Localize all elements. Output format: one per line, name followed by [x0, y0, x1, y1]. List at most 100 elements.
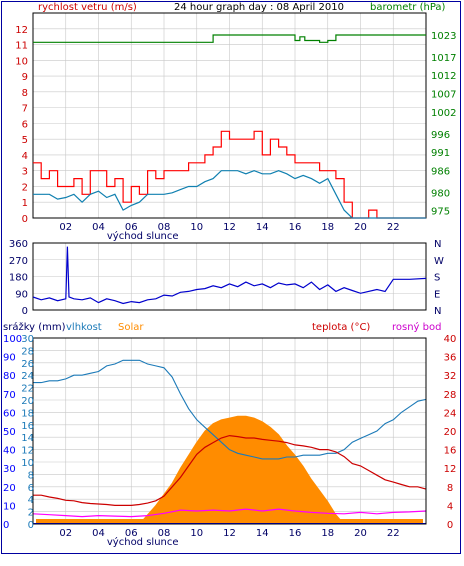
humidity-tick-label: 16 — [21, 421, 34, 432]
temp-x-tick-label: 20 — [354, 528, 367, 539]
humidity-tick-label: 10 — [21, 458, 34, 469]
humidity-tick-label: 22 — [21, 384, 34, 395]
barometer-tick-label: 1017 — [431, 53, 456, 64]
humidity-tick-label: 24 — [21, 371, 34, 382]
barometer-tick-label: 996 — [431, 130, 450, 141]
rain-tick-label: 70 — [3, 390, 16, 401]
temp-panel-x-labels: 02 04 06 08 10 12 14 16 18 20 22 východ slunce — [59, 528, 399, 548]
humidity-tick-label: 2 — [28, 508, 34, 519]
wind-tick-label: 11 — [15, 41, 28, 52]
humidity-tick-label: 12 — [21, 446, 34, 457]
rain-legend: srážky (mm) — [3, 321, 66, 333]
compass-tick-label: N — [434, 239, 441, 250]
rain-tick-label: 90 — [3, 353, 16, 364]
solar-legend: Solar — [118, 322, 144, 333]
chart-title: 24 hour graph day : 08 April 2010 — [174, 2, 344, 13]
rain-tick-label: 60 — [3, 408, 16, 419]
humidity-tick-label: 28 — [21, 346, 34, 357]
wind-average-line — [33, 170, 426, 219]
humidity-tick-label: 6 — [28, 483, 34, 494]
rain-tick-label: 10 — [3, 501, 16, 512]
wind-x-tick-label: 14 — [256, 222, 269, 233]
rain-tick-label: 0 — [3, 520, 9, 531]
sunrise-label: východ slunce — [107, 230, 179, 242]
direction-tick-label: 270 — [9, 256, 28, 267]
temp-x-tick-label: 14 — [256, 528, 269, 539]
wind-tick-label: 4 — [22, 151, 28, 162]
wind-x-tick-label: 12 — [223, 222, 236, 233]
temperature-tick-label: 0 — [447, 520, 453, 531]
barometer-tick-label: 980 — [431, 188, 450, 199]
wind-speed-axis-label: rychlost vetru (m/s) — [38, 2, 137, 13]
temperature-tick-label: 12 — [444, 464, 457, 475]
barometer-tick-label: 986 — [431, 166, 450, 177]
humidity-legend: vlhkost — [66, 322, 102, 333]
temperature-tick-label: 32 — [444, 371, 457, 382]
wind-tick-label: 10 — [15, 56, 28, 67]
temp-x-tick-label: 16 — [289, 528, 302, 539]
temp-x-tick-label: 12 — [223, 528, 236, 539]
temperature-tick-label: 16 — [444, 446, 457, 457]
direction-tick-label: 90 — [15, 289, 28, 300]
wind-x-tick-label: 18 — [321, 222, 334, 233]
wind-tick-label: 3 — [22, 167, 28, 178]
wind-x-tick-label: 08 — [158, 222, 171, 233]
rain-tick-label: 20 — [3, 483, 16, 494]
rain-tick-label: 40 — [3, 446, 16, 457]
barometer-tick-label: 1012 — [431, 71, 456, 82]
wind-panel-grid — [33, 13, 426, 219]
humidity-tick-label: 20 — [21, 396, 34, 407]
barometer-axis-label: barometr (hPa) — [370, 2, 446, 13]
temp-x-tick-label: 10 — [190, 528, 203, 539]
compass-tick-label: W — [434, 256, 444, 267]
wind-panel-series — [33, 34, 426, 219]
barometer-tick-label: 975 — [431, 207, 450, 218]
temperature-tick-label: 24 — [444, 408, 457, 419]
direction-tick-label: 0 — [22, 306, 28, 317]
wind-tick-label: 12 — [15, 25, 28, 36]
temperature-tick-label: 8 — [447, 483, 453, 494]
dewpoint-legend: rosný bod — [392, 321, 441, 333]
wind-tick-label: 8 — [22, 88, 28, 99]
temperature-tick-label: 20 — [444, 427, 457, 438]
wind-direction-line — [32, 246, 427, 305]
temperature-tick-label: 4 — [447, 501, 453, 512]
barometer-tick-label: 1002 — [431, 108, 456, 119]
wind-x-tick-label: 20 — [354, 222, 367, 233]
rain-tick-label: 50 — [3, 427, 16, 438]
humidity-tick-label: 0 — [28, 520, 34, 531]
wind-tick-label: 7 — [22, 104, 28, 115]
temperature-legend: teplota (°C) — [312, 322, 370, 333]
compass-tick-label: E — [434, 289, 440, 300]
wind-gust-line — [33, 130, 426, 219]
barometer-tick-label: 1023 — [431, 31, 456, 42]
wind-panel-border — [32, 12, 427, 219]
direction-panel-grid — [33, 242, 426, 311]
wind-panel-x-labels: 02 04 06 08 10 12 14 16 18 20 22 východ slunce — [59, 222, 399, 242]
temp-x-tick-label: 22 — [387, 528, 400, 539]
humidity-tick-label: 14 — [21, 433, 34, 444]
direction-tick-label: 360 — [9, 239, 28, 250]
temp-x-tick-label: 02 — [59, 528, 72, 539]
compass-tick-label: S — [434, 273, 440, 284]
humidity-tick-label: 30 — [21, 334, 34, 345]
humidity-tick-label: 4 — [28, 495, 34, 506]
temp-x-tick-label: 08 — [158, 528, 171, 539]
temp-x-tick-label: 06 — [125, 528, 138, 539]
humidity-tick-label: 26 — [21, 359, 34, 370]
wind-tick-label: 2 — [22, 182, 28, 193]
humidity-tick-label: 18 — [21, 408, 34, 419]
barometer-tick-label: 991 — [431, 148, 450, 159]
temp-x-tick-label: 04 — [92, 528, 105, 539]
wind-x-tick-label: 06 — [125, 222, 138, 233]
wind-x-tick-label: 10 — [190, 222, 203, 233]
dewpoint-line — [32, 508, 427, 518]
humidity-tick-label: 8 — [28, 470, 34, 481]
direction-panel-border — [32, 242, 427, 311]
wind-panel-y-labels: 0123456789101112975980986991996100210071… — [15, 25, 456, 225]
solar-baseline — [36, 519, 423, 523]
wind-tick-label: 0 — [22, 214, 28, 225]
temp-panel-y-labels: 0246810121416182022242628300102030405060… — [3, 334, 456, 531]
wind-tick-label: 1 — [22, 198, 28, 209]
wind-x-tick-label: 04 — [92, 222, 105, 233]
